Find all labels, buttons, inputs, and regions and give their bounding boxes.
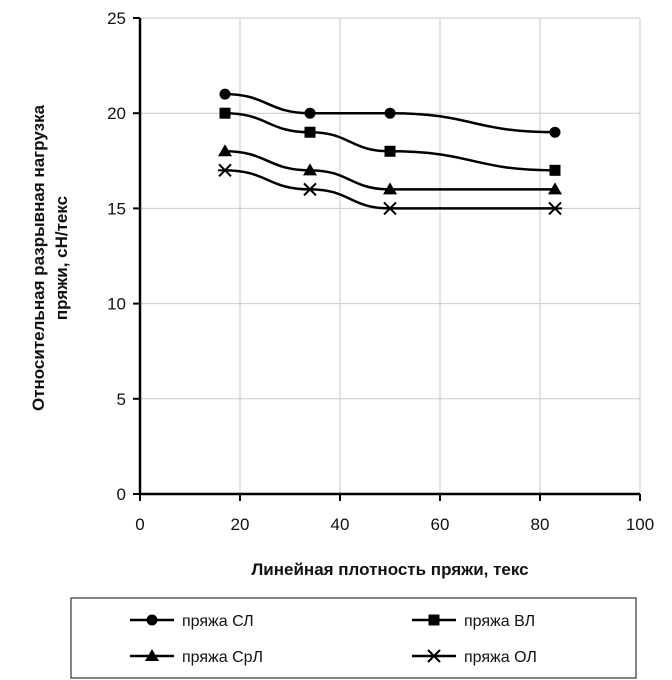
data-point-series-1 bbox=[549, 126, 561, 138]
data-point-series-3 bbox=[303, 163, 317, 176]
legend-marker bbox=[145, 649, 159, 661]
legend-item-1: пряжа СЛ bbox=[130, 613, 254, 630]
grid-lines bbox=[140, 17, 641, 494]
y-tick-label: 0 bbox=[117, 485, 126, 504]
data-point-series-3 bbox=[548, 182, 562, 195]
data-point-series-4 bbox=[303, 182, 317, 197]
legend-label: пряжа ОЛ bbox=[464, 649, 537, 666]
series-line-3 bbox=[224, 150, 555, 191]
legend-label: пряжа СрЛ bbox=[182, 649, 263, 666]
y-tick-label: 25 bbox=[107, 9, 126, 28]
legend-item-2: пряжа ВЛ bbox=[412, 613, 535, 630]
series-line-2 bbox=[224, 111, 556, 172]
data-point-series-2 bbox=[549, 164, 561, 176]
x-tick-labels: 0 20 40 60 80 100 bbox=[135, 494, 654, 534]
data-point-series-2 bbox=[219, 107, 231, 119]
data-point-series-1 bbox=[304, 107, 316, 119]
series-line-1 bbox=[224, 92, 556, 134]
data-point-series-1 bbox=[384, 107, 396, 119]
series-lines bbox=[224, 92, 556, 210]
legend-marker bbox=[428, 614, 440, 626]
x-tick-label: 100 bbox=[626, 515, 654, 534]
legend-frame bbox=[70, 597, 637, 679]
legend: пряжа СЛ пряжа ВЛ пряжа СрЛ пряжа ОЛ bbox=[70, 597, 637, 679]
x-tick-label: 20 bbox=[231, 515, 250, 534]
x-axis-title: Линейная плотность пряжи, текс bbox=[251, 560, 528, 579]
data-point-series-2 bbox=[304, 126, 316, 138]
y-axis-title-line2: пряжи, сН/текс bbox=[52, 196, 71, 320]
legend-marker bbox=[146, 614, 158, 626]
data-point-series-3 bbox=[383, 182, 397, 195]
y-axis-title-line1: Относительная разрывная нагрузка bbox=[29, 104, 48, 411]
data-point-series-1 bbox=[219, 88, 231, 100]
y-tick-label: 10 bbox=[107, 295, 126, 314]
legend-label: пряжа СЛ bbox=[182, 613, 254, 630]
axes bbox=[138, 18, 640, 496]
x-tick-label: 60 bbox=[431, 515, 450, 534]
x-tick-label: 80 bbox=[531, 515, 550, 534]
data-point-series-4 bbox=[548, 201, 562, 216]
legend-marker bbox=[427, 649, 441, 663]
series-markers bbox=[218, 88, 562, 216]
data-point-series-3 bbox=[218, 144, 232, 157]
legend-item-4: пряжа ОЛ bbox=[412, 649, 537, 666]
y-tick-labels: 0 5 10 15 20 25 bbox=[107, 9, 140, 504]
y-tick-label: 5 bbox=[117, 390, 126, 409]
series-line-4 bbox=[224, 169, 555, 210]
data-point-series-4 bbox=[218, 163, 232, 178]
y-tick-label: 15 bbox=[107, 199, 126, 218]
legend-item-3: пряжа СрЛ bbox=[130, 649, 263, 666]
data-point-series-4 bbox=[383, 201, 397, 216]
x-tick-label: 40 bbox=[331, 515, 350, 534]
x-tick-label: 0 bbox=[135, 515, 144, 534]
legend-label: пряжа ВЛ bbox=[464, 613, 535, 630]
data-point-series-2 bbox=[384, 145, 396, 157]
y-tick-label: 20 bbox=[107, 104, 126, 123]
